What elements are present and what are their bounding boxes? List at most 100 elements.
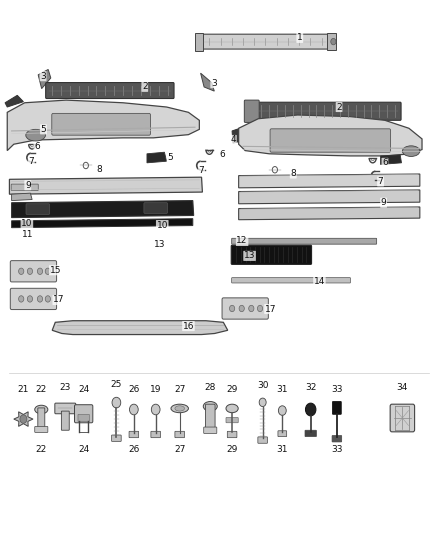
Ellipse shape	[175, 406, 184, 411]
Circle shape	[37, 268, 42, 274]
Text: 6: 6	[34, 142, 40, 151]
Circle shape	[18, 296, 24, 302]
FancyBboxPatch shape	[232, 238, 377, 244]
Ellipse shape	[171, 404, 188, 413]
FancyBboxPatch shape	[55, 403, 76, 414]
Polygon shape	[239, 174, 420, 188]
Text: 1: 1	[297, 34, 303, 43]
Text: 33: 33	[331, 385, 343, 394]
Circle shape	[112, 397, 121, 408]
Text: 12: 12	[237, 237, 248, 246]
Text: 22: 22	[35, 385, 47, 394]
Text: 7: 7	[199, 166, 205, 175]
Polygon shape	[12, 193, 32, 200]
FancyBboxPatch shape	[35, 426, 48, 432]
Polygon shape	[239, 207, 420, 220]
FancyBboxPatch shape	[74, 405, 93, 423]
FancyBboxPatch shape	[112, 435, 121, 441]
Text: 9: 9	[25, 181, 31, 190]
Circle shape	[331, 38, 336, 45]
Polygon shape	[12, 219, 193, 228]
Polygon shape	[201, 73, 214, 91]
Circle shape	[239, 305, 244, 312]
Circle shape	[259, 398, 266, 407]
Circle shape	[305, 403, 316, 416]
Text: 4: 4	[230, 135, 236, 144]
Text: 8: 8	[290, 169, 296, 178]
Text: 25: 25	[111, 380, 122, 389]
Ellipse shape	[35, 405, 48, 414]
Ellipse shape	[403, 146, 420, 157]
Text: 9: 9	[381, 198, 386, 207]
FancyBboxPatch shape	[26, 204, 49, 214]
Text: 5: 5	[41, 125, 46, 134]
Text: 2: 2	[336, 102, 342, 111]
Text: 19: 19	[150, 385, 162, 394]
Text: 33: 33	[331, 445, 343, 454]
Polygon shape	[12, 200, 194, 217]
FancyBboxPatch shape	[204, 427, 217, 433]
FancyBboxPatch shape	[332, 435, 342, 442]
Polygon shape	[52, 321, 228, 335]
Text: 24: 24	[78, 445, 89, 454]
Circle shape	[45, 296, 50, 302]
Text: 15: 15	[49, 266, 61, 274]
Text: 7: 7	[378, 177, 383, 186]
Text: 28: 28	[205, 383, 216, 392]
Polygon shape	[14, 412, 33, 426]
Text: 23: 23	[60, 383, 71, 392]
Text: 27: 27	[174, 385, 185, 394]
Text: 17: 17	[53, 295, 64, 304]
Text: 22: 22	[35, 445, 47, 454]
FancyBboxPatch shape	[390, 404, 415, 432]
Text: 16: 16	[183, 321, 194, 330]
Circle shape	[20, 415, 27, 423]
Text: 2: 2	[142, 82, 148, 91]
Text: 14: 14	[314, 277, 325, 286]
FancyBboxPatch shape	[78, 414, 89, 422]
FancyBboxPatch shape	[205, 404, 215, 430]
Circle shape	[151, 404, 160, 415]
Text: 10: 10	[21, 220, 33, 229]
FancyBboxPatch shape	[52, 114, 150, 135]
FancyBboxPatch shape	[46, 83, 174, 99]
FancyBboxPatch shape	[244, 100, 259, 123]
Text: 7: 7	[28, 157, 34, 166]
FancyBboxPatch shape	[61, 411, 69, 430]
Polygon shape	[38, 69, 51, 88]
Text: 31: 31	[276, 385, 288, 394]
Polygon shape	[7, 100, 199, 151]
FancyBboxPatch shape	[226, 417, 238, 423]
Text: 27: 27	[174, 445, 185, 454]
Circle shape	[27, 268, 32, 274]
Text: 3: 3	[211, 78, 217, 87]
Polygon shape	[239, 190, 420, 204]
Circle shape	[130, 404, 138, 415]
Text: 32: 32	[305, 383, 316, 392]
FancyBboxPatch shape	[270, 129, 391, 152]
Text: 8: 8	[96, 165, 102, 174]
FancyBboxPatch shape	[151, 431, 160, 438]
Ellipse shape	[203, 401, 217, 411]
Text: 6: 6	[382, 158, 388, 167]
Text: 29: 29	[226, 385, 238, 394]
FancyBboxPatch shape	[129, 431, 139, 438]
Polygon shape	[5, 95, 23, 107]
FancyBboxPatch shape	[232, 278, 350, 283]
Text: 21: 21	[18, 385, 29, 394]
Polygon shape	[381, 155, 402, 165]
Circle shape	[83, 163, 88, 168]
Text: 6: 6	[219, 150, 226, 159]
FancyBboxPatch shape	[255, 102, 401, 120]
FancyBboxPatch shape	[231, 245, 311, 264]
FancyBboxPatch shape	[144, 203, 167, 213]
FancyBboxPatch shape	[38, 408, 45, 429]
FancyBboxPatch shape	[11, 261, 57, 282]
Circle shape	[279, 406, 286, 415]
Text: 11: 11	[22, 230, 34, 239]
FancyBboxPatch shape	[305, 430, 316, 437]
Text: 10: 10	[156, 221, 168, 230]
FancyBboxPatch shape	[258, 437, 268, 443]
Text: 31: 31	[276, 445, 288, 454]
FancyBboxPatch shape	[222, 298, 268, 319]
